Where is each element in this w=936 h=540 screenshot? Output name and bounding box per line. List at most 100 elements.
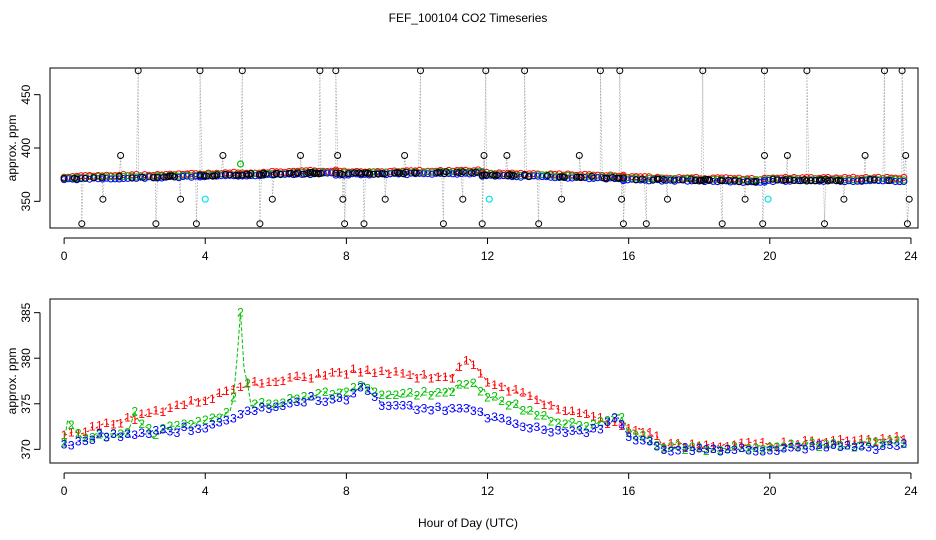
bottom-series-3-marker: 3	[759, 444, 766, 458]
top-black-series-point	[687, 175, 695, 183]
bottom-series-2-marker: 2	[89, 430, 96, 444]
bottom-series-3-marker: 3	[774, 444, 781, 458]
top-series-2-point	[684, 175, 691, 183]
bottom-series-3-line	[64, 382, 905, 453]
bottom-series-3-marker: 3	[668, 444, 675, 458]
figure-title: FEF_100104 CO2 Timeseries	[389, 11, 548, 25]
bottom-series-1-marker: 1	[498, 380, 505, 394]
bottom-series-3-marker: 3	[689, 444, 696, 458]
bottom-series-2-marker: 2	[569, 416, 576, 430]
bottom-series-2-marker: 2	[555, 416, 562, 430]
bottom-series-2-marker: 2	[117, 427, 124, 441]
bottom-series-2-marker: 2	[527, 404, 534, 418]
bottom-series-1-marker: 1	[174, 398, 181, 412]
top-black-series-point	[822, 175, 830, 183]
bottom-series-3-marker: 3	[442, 404, 449, 418]
top-series-3-point	[466, 170, 474, 178]
top-black-series-point	[166, 172, 174, 180]
top-plot-area	[60, 67, 913, 228]
bottom-series-3-marker: 3	[195, 422, 202, 436]
top-cyan-point	[764, 195, 772, 203]
bottom-series-3-marker: 3	[879, 439, 886, 453]
bottom-series-1-marker: 1	[89, 419, 96, 433]
top-series-2-point	[120, 172, 127, 180]
bottom-series-2-marker: 2	[216, 411, 223, 425]
top-black-series-point	[160, 173, 168, 181]
top-series-1-point	[735, 174, 743, 182]
top-black-series-point	[752, 177, 760, 185]
bottom-series-3-marker: 3	[604, 415, 611, 429]
bottom-series-3-marker: 3	[75, 435, 82, 449]
bottom-series-3-marker: 3	[399, 399, 406, 413]
bottom-series-2-marker: 2	[82, 431, 89, 445]
bottom-series-1-marker: 1	[477, 367, 484, 381]
bottom-series-3-marker: 3	[343, 394, 350, 408]
top-cyan-point	[201, 195, 209, 203]
bottom-series-2-marker: 2	[774, 440, 781, 454]
top-outlier-point	[192, 220, 200, 228]
bottom-series-1-marker: 1	[216, 386, 223, 400]
bottom-series-2-marker: 2	[301, 390, 308, 404]
top-y-tick-label: 350	[19, 191, 33, 211]
bottom-series-3-marker: 3	[89, 433, 96, 447]
bottom-series-2-marker: 2	[534, 408, 541, 422]
bottom-series-2-marker: 2	[809, 436, 816, 450]
top-black-series-point	[332, 169, 340, 177]
bottom-series-1-marker: 1	[195, 396, 202, 410]
bottom-series-2-marker: 2	[611, 411, 618, 425]
top-outlier-point	[575, 152, 583, 159]
top-series-3-point	[589, 174, 597, 182]
top-black-series-point	[442, 168, 450, 176]
top-outlier-point	[558, 195, 566, 203]
bottom-series-2-marker: 2	[470, 376, 477, 390]
bottom-series-3-marker: 3	[696, 441, 703, 455]
bottom-series-1-marker: 1	[505, 384, 512, 398]
bottom-series-2-marker: 2	[759, 442, 766, 456]
bottom-series-3-marker: 3	[322, 395, 329, 409]
bottom-series-3-marker: 3	[371, 390, 378, 404]
top-series-2-point	[645, 174, 653, 182]
bottom-series-3-marker: 3	[407, 399, 414, 413]
top-black-series-point	[678, 176, 686, 184]
bottom-series-3-marker: 3	[766, 444, 773, 458]
top-series-3-point	[534, 172, 542, 180]
top-outlier-point	[761, 67, 768, 75]
top-outlier-point	[134, 67, 142, 75]
bottom-series-2-marker: 2	[449, 385, 456, 399]
top-series-3-point	[416, 169, 423, 177]
bottom-series-3-marker: 3	[548, 426, 555, 440]
bottom-series-3-marker: 3	[477, 405, 484, 419]
top-series-3-point	[671, 177, 679, 185]
bottom-series-3-marker: 3	[682, 440, 689, 454]
bottom-series-1-marker: 1	[661, 440, 668, 454]
top-black-series-point	[870, 176, 878, 184]
bottom-series-2-marker: 2	[618, 410, 625, 424]
top-outlier-point	[268, 195, 276, 203]
bottom-series-2-marker: 2	[717, 444, 724, 458]
bottom-y-tick-label: 370	[19, 439, 33, 459]
bottom-series-1-marker: 1	[590, 410, 597, 424]
bottom-series-1-marker: 1	[258, 377, 265, 391]
top-black-series-point	[619, 174, 627, 182]
bottom-series-3-marker: 3	[498, 411, 505, 425]
bottom-series-3-marker: 3	[491, 410, 498, 424]
bottom-series-3-marker: 3	[153, 423, 160, 437]
top-series-3-point	[382, 171, 390, 179]
top-outlier-point	[360, 220, 368, 228]
bottom-series-1-marker: 1	[844, 434, 851, 448]
bottom-series-3-marker: 3	[541, 423, 548, 437]
bottom-series-2-marker: 2	[414, 388, 421, 402]
top-x-tick-label: 24	[904, 249, 918, 263]
bottom-series-1-marker: 1	[160, 405, 167, 419]
top-black-series-point	[221, 170, 229, 178]
bottom-series-2-marker: 2	[456, 378, 463, 392]
top-outlier-point	[238, 67, 246, 75]
top-black-series-point	[262, 170, 270, 178]
top-outlier-point	[861, 152, 869, 159]
bottom-series-1-marker: 1	[569, 404, 576, 418]
bottom-series-3-marker: 3	[901, 436, 908, 450]
bottom-series-3-marker: 3	[639, 434, 646, 448]
bottom-series-1-marker: 1	[689, 437, 696, 451]
bottom-series-3-marker: 3	[167, 425, 174, 439]
top-outlier-point	[616, 67, 624, 75]
